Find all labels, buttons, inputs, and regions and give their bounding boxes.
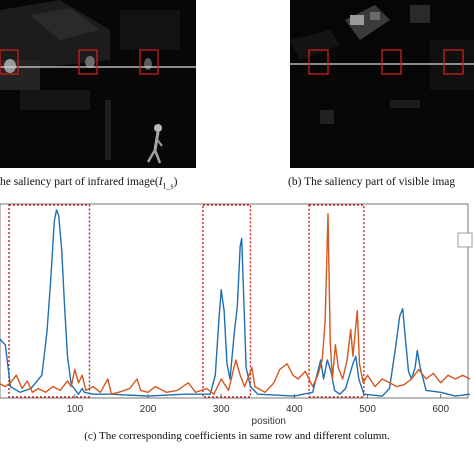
legend-box	[457, 232, 473, 248]
x-tick-label-100: 100	[66, 404, 83, 415]
series-line-2	[0, 213, 471, 395]
caption-b-text: (b) The saliency part of visible imag	[288, 176, 456, 188]
highlight-box-1	[8, 204, 91, 398]
visible-scene	[290, 0, 474, 168]
caption-c: (c) The corresponding coefficients in sa…	[84, 430, 390, 442]
x-axis-label: position	[252, 416, 286, 427]
x-tick-label-500: 500	[359, 404, 376, 415]
caption-a-close: )	[173, 176, 178, 188]
x-tick-label-300: 300	[213, 404, 230, 415]
visible-saliency-image	[290, 0, 474, 168]
caption-b: (b) The saliency part of visible imag	[288, 176, 455, 188]
caption-a-subscript: 1_s	[162, 181, 174, 191]
caption-a: he saliency part of infrared image(I1_s)	[0, 176, 178, 190]
series-line-1	[0, 209, 471, 397]
coefficients-line-chart: 100 200 300 400 500 600 position	[0, 203, 473, 427]
x-tick-label-200: 200	[140, 404, 157, 415]
caption-a-text: he saliency part of infrared image(	[0, 176, 159, 188]
x-tick-label-400: 400	[286, 404, 303, 415]
x-tick-label-600: 600	[432, 404, 449, 415]
highlight-box-3	[308, 204, 365, 398]
infrared-scene	[0, 0, 196, 168]
infrared-saliency-image	[0, 0, 196, 168]
caption-a-symbol: I	[158, 176, 163, 188]
